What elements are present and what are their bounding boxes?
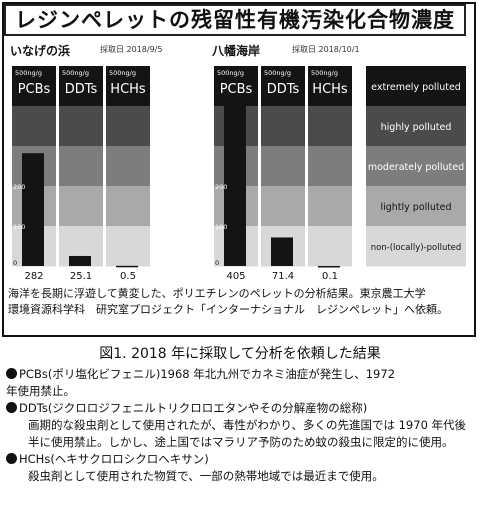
unit-label: 500ng/g <box>62 69 89 77</box>
value-label-1-hchs: 0.1 <box>322 271 338 282</box>
bar-0-pcbs <box>22 153 44 266</box>
band-pcbs-0 <box>214 66 258 107</box>
band-ddts-0 <box>261 66 305 107</box>
unit-label: 500ng/g <box>311 69 338 77</box>
note-pcbs-body: 年使用禁止。 <box>6 384 75 398</box>
value-label-0-pcbs: 282 <box>24 271 43 282</box>
legend-label-4: non-(locally)-polluted <box>371 243 462 253</box>
band-hchs-3 <box>106 186 150 227</box>
band-pcbs-1 <box>12 106 56 147</box>
y-tick-label: 0 <box>13 259 17 267</box>
band-ddts-1 <box>59 106 103 147</box>
unit-label: 500ng/g <box>15 69 42 77</box>
category-label-pcbs: PCBs <box>220 82 253 97</box>
caption-line: 海洋を長期に浮遊して黄変した、ポリエチレンのペレットの分析結果。東京農工大学 <box>8 287 426 300</box>
unit-label: 500ng/g <box>264 69 291 77</box>
legend-swatch-0 <box>366 66 466 107</box>
bar-1-hchs <box>318 265 340 268</box>
band-ddts-3 <box>59 186 103 227</box>
date-label-inage: 採取日 2018/9/5 <box>100 45 163 54</box>
legend-swatch-1 <box>366 106 466 147</box>
location-label-yawata: 八幡海岸 <box>212 44 261 58</box>
band-ddts-2 <box>261 146 305 187</box>
figure-label: 図1. 2018 年に採取して分析を依頼した結果 <box>99 346 381 362</box>
value-label-1-ddts: 71.4 <box>272 271 294 282</box>
legend-swatch-4 <box>366 226 466 267</box>
legend-label-1: highly polluted <box>381 122 452 133</box>
note-ddts-head: DDTs(ジクロロジフェニルトリクロロエタンやその分解産物の総称) <box>6 400 476 417</box>
band-hchs-3 <box>308 186 352 227</box>
category-label-hchs: HCHs <box>110 82 146 97</box>
y-tick-label: 200 <box>13 183 25 191</box>
band-hchs-2 <box>308 146 352 187</box>
y-tick-label: 200 <box>215 183 227 191</box>
note-ddts-body: 画期的な殺虫剤として使用されたが、毒性がわかり、多くの先進国では 1970 年代… <box>28 418 467 449</box>
y-tick-label: 0 <box>215 259 219 267</box>
bar-0-hchs <box>116 265 138 268</box>
category-label-hchs: HCHs <box>312 82 348 97</box>
y-tick-label: 100 <box>13 223 25 231</box>
category-label-pcbs: PCBs <box>18 82 51 97</box>
note-hchs-body: 殺虫剤として使用された物質で、一部の熱帯地域では最近まで使用。 <box>28 469 384 483</box>
band-ddts-0 <box>59 66 103 107</box>
value-label-0-hchs: 0.5 <box>120 271 136 282</box>
band-ddts-2 <box>59 146 103 187</box>
band-hchs-0 <box>308 66 352 107</box>
band-ddts-3 <box>261 186 305 227</box>
band-hchs-1 <box>106 106 150 147</box>
bar-0-ddts <box>69 255 91 266</box>
unit-label: 500ng/g <box>217 69 244 77</box>
legend-label-2: moderately polluted <box>368 162 464 173</box>
note-pcbs-title: PCBs(ポリ塩化ビフェニル)1968 年北九州でカネミ油症が発生し、1972 <box>19 367 396 381</box>
caption-line: 環境資源科学科 研究室プロジェクト「インターナショナル レジンペレット」へ依頼。 <box>8 303 448 316</box>
band-pcbs-0 <box>12 66 56 107</box>
band-hchs-4 <box>308 226 352 267</box>
value-label-0-ddts: 25.1 <box>70 271 92 282</box>
category-label-ddts: DDTs <box>267 82 300 97</box>
band-hchs-1 <box>308 106 352 147</box>
band-hchs-2 <box>106 146 150 187</box>
location-label-inage: いなげの浜 <box>10 44 71 58</box>
bar-1-pcbs <box>224 104 246 266</box>
chart-title: レジンペレットの残留性有機汚染化合物濃度 <box>4 4 466 36</box>
legend-label-3: lightly polluted <box>380 202 451 213</box>
notes-list: PCBs(ポリ塩化ビフェニル)1968 年北九州でカネミ油症が発生し、1972 … <box>6 366 476 485</box>
bar-1-ddts <box>271 237 293 266</box>
bullet-icon <box>6 368 17 379</box>
value-label-1-pcbs: 405 <box>226 271 245 282</box>
legend-swatch-3 <box>366 186 466 227</box>
band-ddts-1 <box>261 106 305 147</box>
bullet-icon <box>6 402 17 413</box>
note-hchs-title: HCHs(ヘキサクロロシクロヘキサン) <box>19 452 209 466</box>
unit-label: 500ng/g <box>109 69 136 77</box>
band-hchs-4 <box>106 226 150 267</box>
legend-label-0: extremely polluted <box>371 82 461 93</box>
note-hchs-head: HCHs(ヘキサクロロシクロヘキサン) <box>6 451 476 468</box>
note-pcbs-head: PCBs(ポリ塩化ビフェニル)1968 年北九州でカネミ油症が発生し、1972 <box>6 366 476 383</box>
legend-swatch-2 <box>366 146 466 187</box>
category-label-ddts: DDTs <box>65 82 98 97</box>
date-label-yawata: 採取日 2018/10/1 <box>292 45 360 54</box>
y-tick-label: 100 <box>215 223 227 231</box>
note-ddts-title: DDTs(ジクロロジフェニルトリクロロエタンやその分解産物の総称) <box>19 401 368 415</box>
band-hchs-0 <box>106 66 150 107</box>
chart-caption: 海洋を長期に浮遊して黄変した、ポリエチレンのペレットの分析結果。東京農工大学 環… <box>8 286 466 318</box>
chart-plot: 500ng/g PCBs 282 500ng/g DDTs 25.1 500ng/g HCHs… <box>12 66 466 282</box>
bullet-icon <box>6 453 17 464</box>
